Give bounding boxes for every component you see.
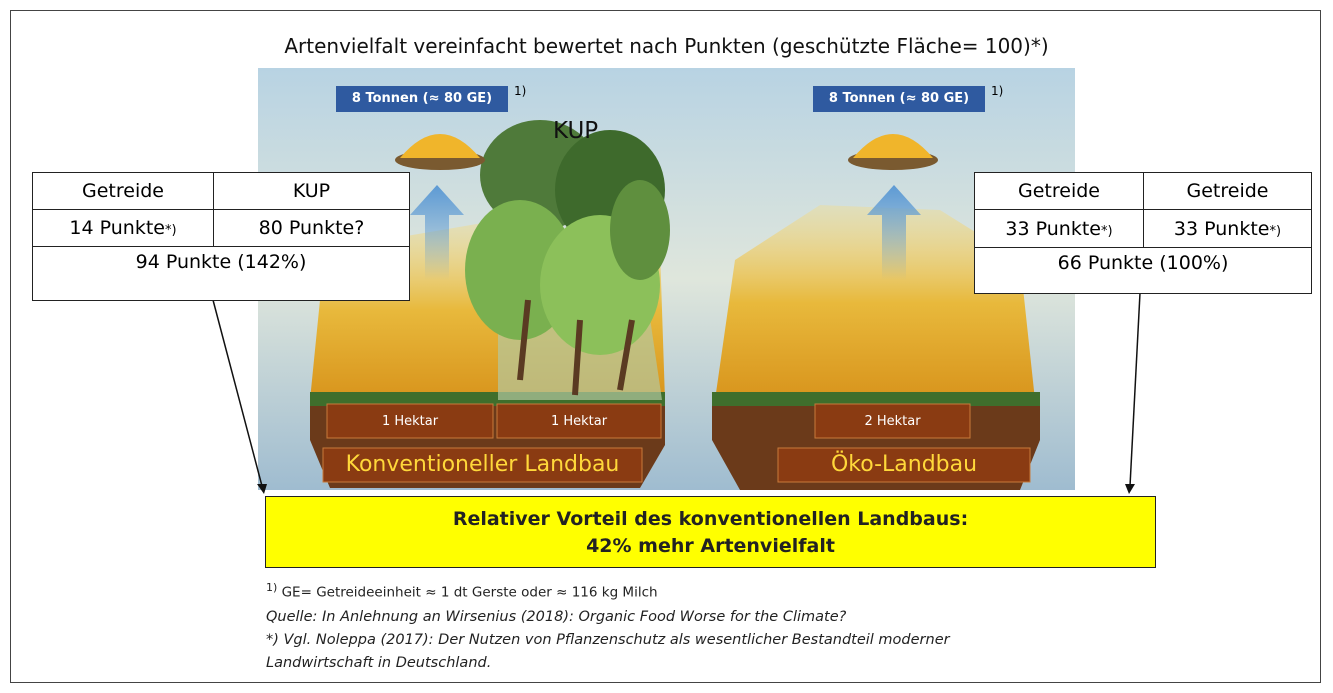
hectare: 1 Hektar	[497, 414, 661, 429]
yield-note: 1)	[991, 84, 1003, 98]
cell: 33 Punkte*)	[975, 210, 1144, 248]
hectare: 2 Hektar	[815, 414, 970, 429]
footnote-mark: 1)	[266, 581, 277, 594]
cell-text: 14 Punkte	[69, 217, 165, 239]
cell: 66 Punkte (100%)	[975, 248, 1312, 294]
illustration	[0, 0, 1333, 693]
yield-label: 8 Tonnen (≈ 80 GE)	[813, 86, 985, 112]
page: Artenvielfalt vereinfacht bewertet nach …	[0, 0, 1333, 693]
cell-text: 33 Punkte	[1005, 218, 1101, 240]
source: Landwirtschaft in Deutschland.	[266, 655, 491, 671]
hectare: 1 Hektar	[327, 414, 493, 429]
kup-label: KUP	[553, 118, 598, 144]
cell: 80 Punkte?	[214, 210, 410, 247]
cell: 94 Punkte (142%)	[33, 247, 410, 301]
cell: KUP	[214, 173, 410, 210]
conclusion-line: Relativer Vorteil des konventionellen La…	[266, 506, 1155, 533]
footnote-text: GE= Getreideeinheit ≈ 1 dt Gerste oder ≈…	[282, 585, 658, 601]
cell-note: *)	[1101, 224, 1113, 239]
cell: 33 Punkte*)	[1144, 210, 1312, 248]
cell: Getreide	[975, 173, 1144, 210]
source: *) Vgl. Noleppa (2017): Der Nutzen von P…	[266, 632, 950, 648]
cell: 14 Punkte*)	[33, 210, 214, 247]
conclusion: Relativer Vorteil des konventionellen La…	[265, 496, 1156, 568]
yield-note: 1)	[514, 84, 526, 98]
cell: Getreide	[33, 173, 214, 210]
cell-note: *)	[1270, 224, 1282, 239]
source: Quelle: In Anlehnung an Wirsenius (2018)…	[266, 609, 846, 625]
cell: Getreide	[1144, 173, 1312, 210]
conclusion-line: 42% mehr Artenvielfalt	[266, 533, 1155, 560]
cell-text: 33 Punkte	[1174, 218, 1270, 240]
farm-label: Öko-Landbau	[778, 448, 1030, 482]
cell-note: *)	[165, 223, 177, 238]
farm-label: Konventioneller Landbau	[323, 448, 642, 482]
footnote: 1) GE= Getreideeinheit ≈ 1 dt Gerste ode…	[266, 581, 658, 601]
yield-label: 8 Tonnen (≈ 80 GE)	[336, 86, 508, 112]
